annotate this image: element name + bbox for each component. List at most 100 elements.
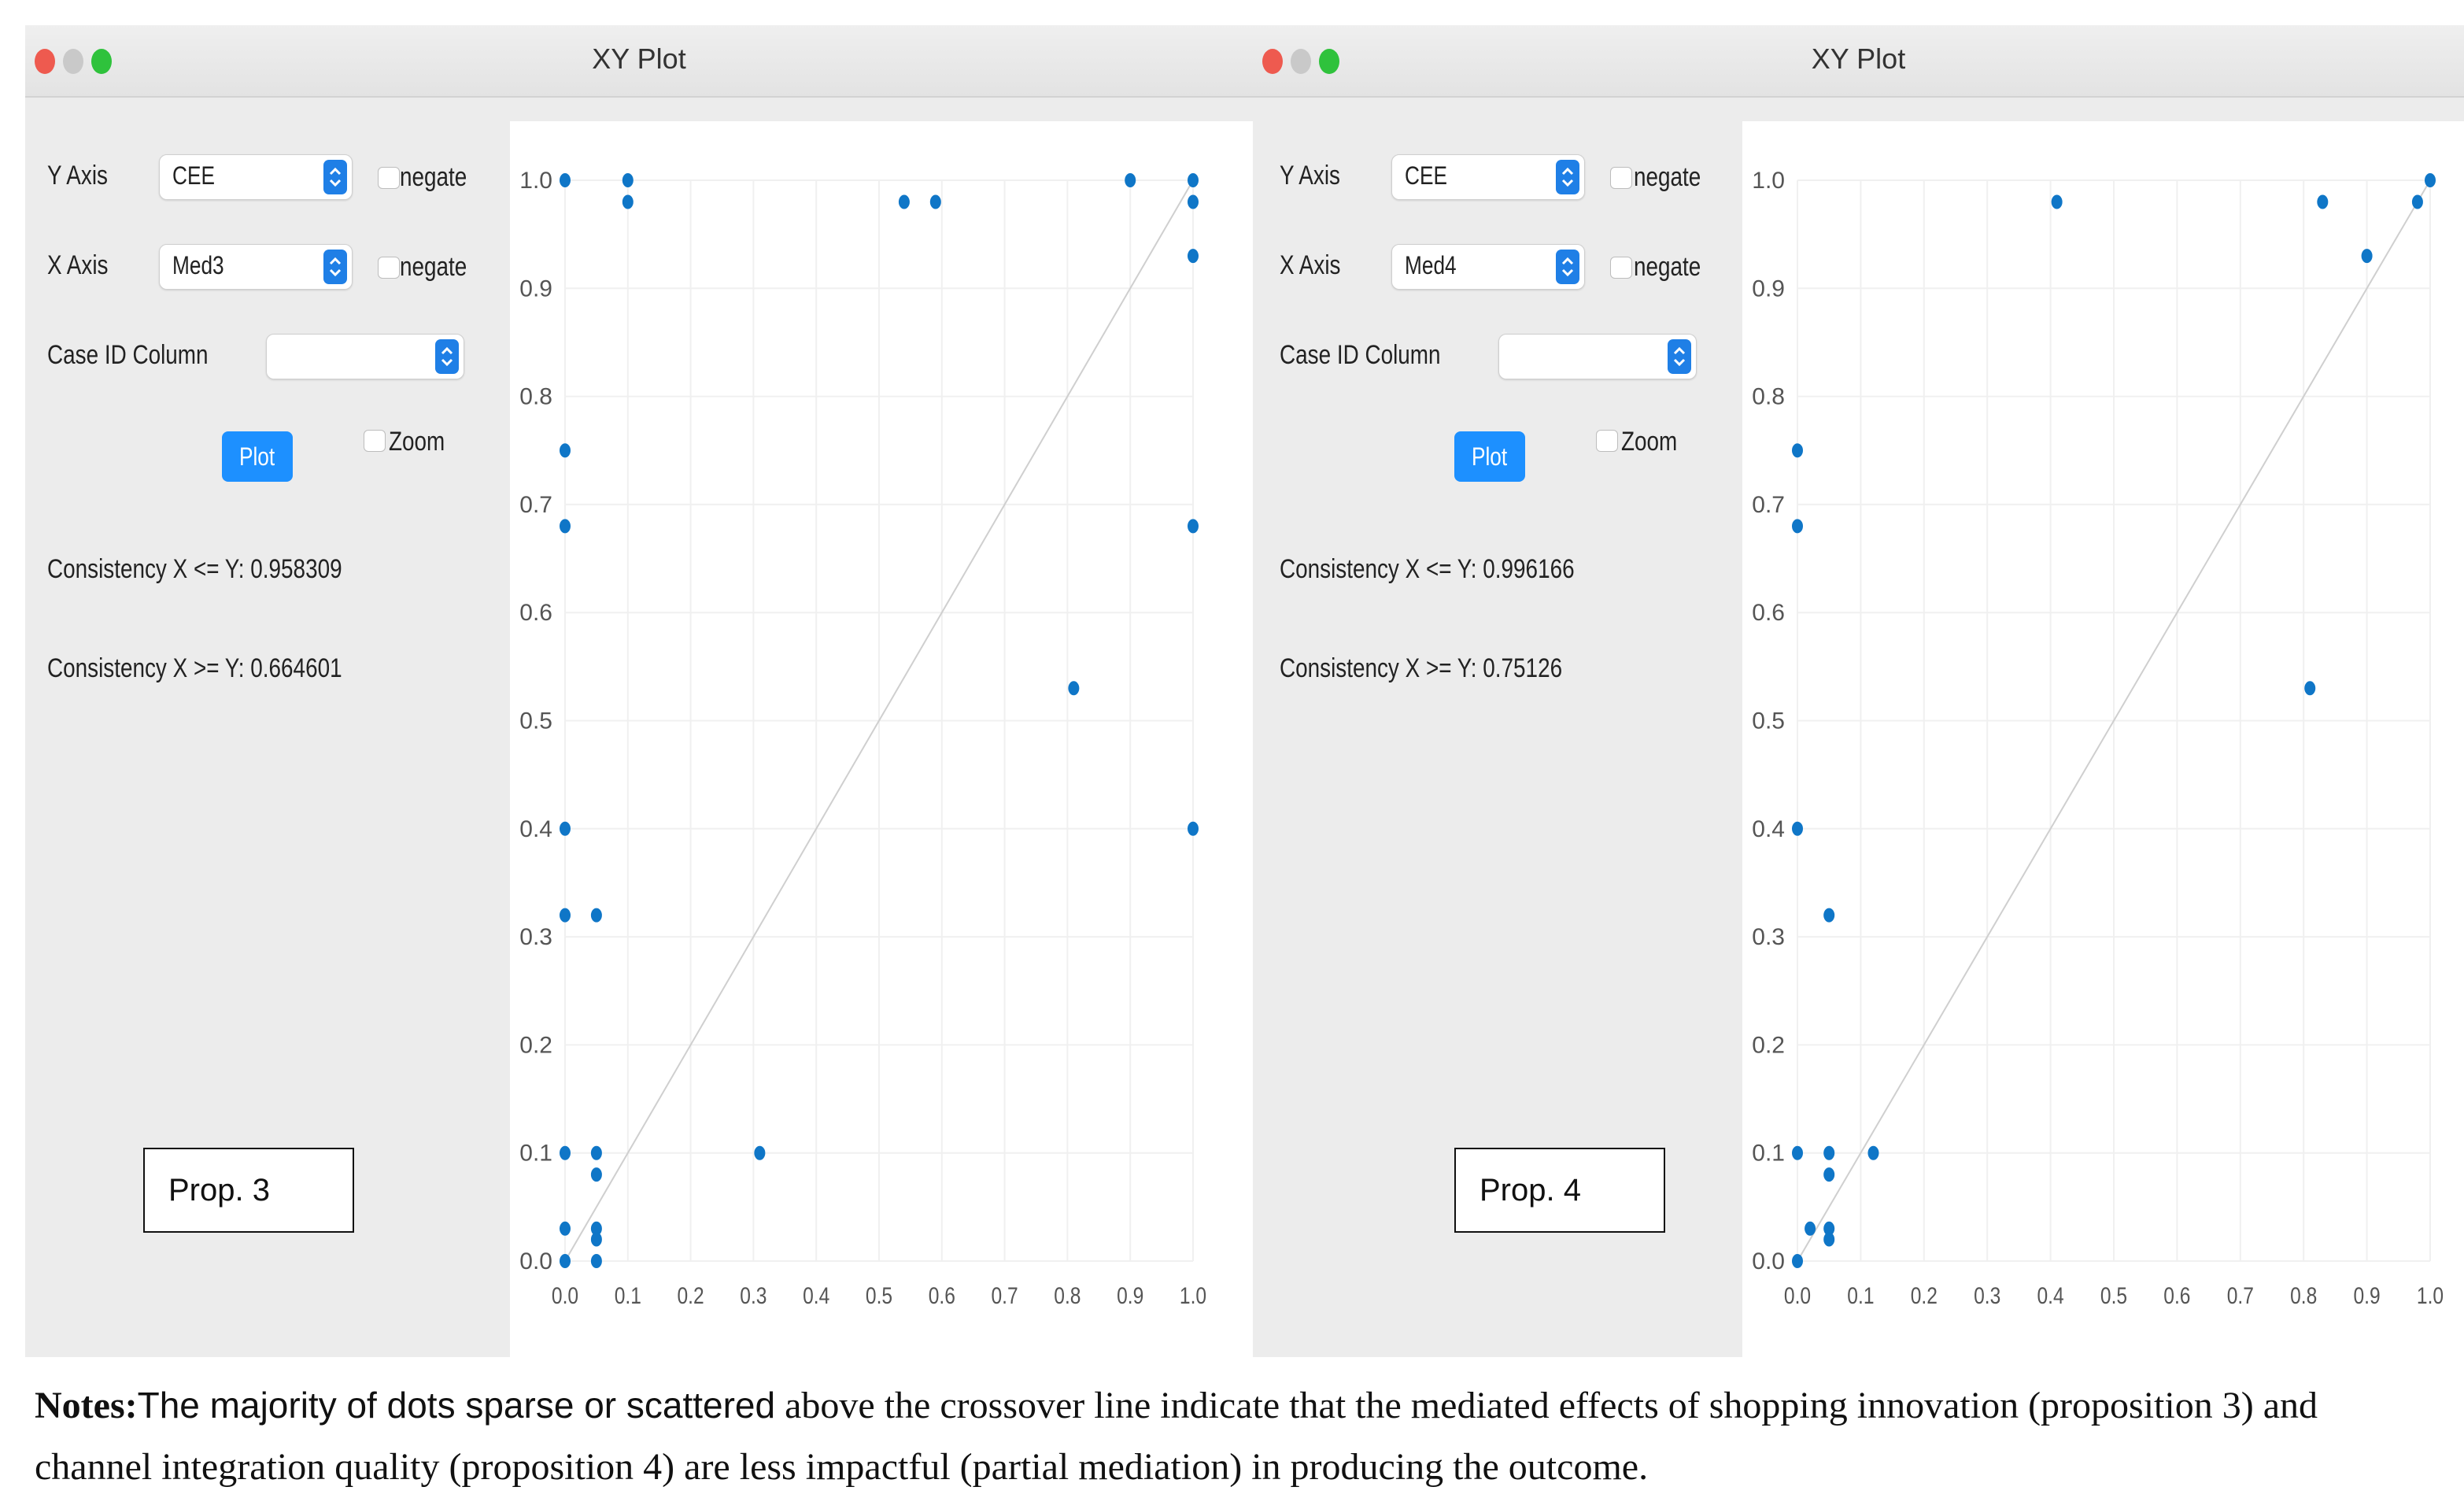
crossover-line: [1797, 179, 2431, 1262]
xy-plot-window-1: XY Plot Y Axis CEE negate X Axis Med3 ne…: [25, 25, 1253, 1357]
x-tick-label: 0.3: [740, 1282, 767, 1309]
plot-area-1: 0.0 0.1 0.2 0.3 0.4 0.5 0.6 0.7 0.8 0.9 1.0 0.0 0.1 0…: [510, 121, 1253, 1357]
y-tick-label: 0.9: [519, 276, 552, 301]
y-tick-label: 0.1: [1752, 1141, 1785, 1167]
zoom-label: Zoom: [1621, 427, 1678, 457]
x-tick-label: 0.5: [866, 1282, 892, 1309]
case-id-label: Case ID Column: [1280, 340, 1441, 370]
data-point: [1188, 173, 1199, 187]
x-tick-label: 0.6: [2163, 1282, 2190, 1309]
window-title: XY Plot: [592, 43, 686, 75]
data-point: [2361, 249, 2373, 264]
y-negate-checkbox[interactable]: [378, 167, 400, 189]
x-axis-select[interactable]: Med3: [159, 244, 353, 290]
y-tick-label: 0.7: [519, 492, 552, 518]
y-negate-checkbox[interactable]: [1610, 167, 1632, 189]
stepper-arrows-icon: [435, 339, 459, 374]
x-tick-label: 0.8: [1054, 1282, 1081, 1309]
notes-text-serif: above the crossover line indicate that t…: [35, 1385, 2318, 1488]
y-axis-select[interactable]: CEE: [1391, 154, 1585, 200]
y-tick-label: 0.5: [519, 708, 552, 734]
y-tick-label: 0.6: [519, 600, 552, 626]
y-tick-label: 0.8: [519, 384, 552, 410]
case-id-select[interactable]: [1498, 334, 1697, 379]
x-tick-label: 0.6: [929, 1282, 955, 1309]
plot-button[interactable]: Plot: [1454, 431, 1525, 482]
close-window-button[interactable]: [1262, 49, 1283, 74]
crossover-line: [564, 179, 1194, 1262]
plot-area-2: 0.0 0.1 0.2 0.3 0.4 0.5 0.6 0.7 0.8 0.9 1.0 0.0 0.1 0…: [1742, 121, 2464, 1357]
stepper-arrows-icon: [1556, 160, 1579, 194]
data-point: [754, 1145, 766, 1160]
x-negate-label: negate: [400, 252, 467, 282]
prop-label-box: Prop. 4: [1454, 1148, 1665, 1233]
scatter-chart-2: 0.0 0.1 0.2 0.3 0.4 0.5 0.6 0.7 0.8 0.9 1.0 0.0 0.1 0…: [1752, 168, 2444, 1309]
consistency-ge-text: Consistency X >= Y: 0.75126: [1280, 653, 1563, 683]
zoom-window-button[interactable]: [1319, 49, 1339, 74]
data-point: [1823, 1167, 1835, 1182]
y-tick-label: 0.1: [519, 1141, 552, 1167]
y-tick-label: 0.8: [1752, 384, 1785, 410]
x-axis-select[interactable]: Med4: [1391, 244, 1585, 290]
x-tick-label: 0.0: [1784, 1282, 1811, 1309]
data-point: [1188, 519, 1199, 534]
zoom-checkbox[interactable]: [364, 430, 386, 452]
data-point: [622, 194, 634, 209]
data-point: [1188, 249, 1199, 264]
y-tick-label: 0.0: [1752, 1248, 1785, 1274]
y-tick-label: 1.0: [519, 168, 552, 194]
y-tick-label: 0.5: [1752, 708, 1785, 734]
x-negate-checkbox[interactable]: [1610, 257, 1632, 279]
data-point: [2317, 194, 2329, 209]
data-point: [1068, 681, 1080, 696]
minimize-window-button[interactable]: [1291, 49, 1311, 74]
data-point: [1867, 1145, 1879, 1160]
x-tick-label: 0.0: [552, 1282, 578, 1309]
data-point: [1823, 908, 1835, 923]
close-window-button[interactable]: [35, 49, 55, 74]
x-axis-label: X Axis: [47, 250, 109, 280]
x-tick-label: 0.4: [2037, 1282, 2064, 1309]
y-tick-label: 0.2: [519, 1032, 552, 1058]
case-id-label: Case ID Column: [47, 340, 209, 370]
data-point: [560, 173, 571, 187]
data-point: [560, 821, 571, 836]
case-id-select[interactable]: [266, 334, 464, 379]
y-tick-label: 0.9: [1752, 276, 1785, 301]
x-tick-label: 0.8: [2290, 1282, 2317, 1309]
scatter-chart-1: 0.0 0.1 0.2 0.3 0.4 0.5 0.6 0.7 0.8 0.9 1.0 0.0 0.1 0…: [519, 168, 1206, 1309]
data-point: [560, 443, 571, 458]
y-tick-label: 0.2: [1752, 1032, 1785, 1058]
data-point: [1823, 1221, 1835, 1236]
y-tick-label: 0.3: [1752, 924, 1785, 950]
data-point: [1188, 194, 1199, 209]
x-tick-label: 0.9: [2354, 1282, 2381, 1309]
data-point: [1792, 443, 1803, 458]
stepper-arrows-icon: [1556, 250, 1579, 284]
y-negate-label: negate: [400, 162, 467, 192]
data-point: [590, 1167, 602, 1182]
x-tick-label: 0.2: [678, 1282, 704, 1309]
zoom-checkbox[interactable]: [1596, 430, 1618, 452]
y-axis-select[interactable]: CEE: [159, 154, 353, 200]
minimize-window-button[interactable]: [63, 49, 83, 74]
x-tick-label: 0.5: [2100, 1282, 2127, 1309]
x-tick-label: 0.4: [803, 1282, 829, 1309]
x-negate-checkbox[interactable]: [378, 257, 400, 279]
data-point: [560, 519, 571, 534]
data-point: [590, 1221, 602, 1236]
notes-label: Notes:: [35, 1385, 138, 1426]
x-tick-label: 1.0: [2417, 1282, 2444, 1309]
xy-plot-window-2: XY Plot Y Axis CEE negate X Axis Med4 ne…: [1253, 25, 2464, 1357]
y-axis-value: CEE: [172, 161, 215, 190]
data-point: [2051, 194, 2063, 209]
stepper-arrows-icon: [323, 160, 347, 194]
plot-button[interactable]: Plot: [222, 431, 293, 482]
x-tick-label: 0.1: [615, 1282, 641, 1309]
data-point: [1792, 1145, 1803, 1160]
zoom-label: Zoom: [389, 427, 445, 457]
y-tick-label: 0.4: [1752, 816, 1785, 842]
zoom-window-button[interactable]: [91, 49, 112, 74]
data-point: [560, 1145, 571, 1160]
data-point: [590, 1145, 602, 1160]
